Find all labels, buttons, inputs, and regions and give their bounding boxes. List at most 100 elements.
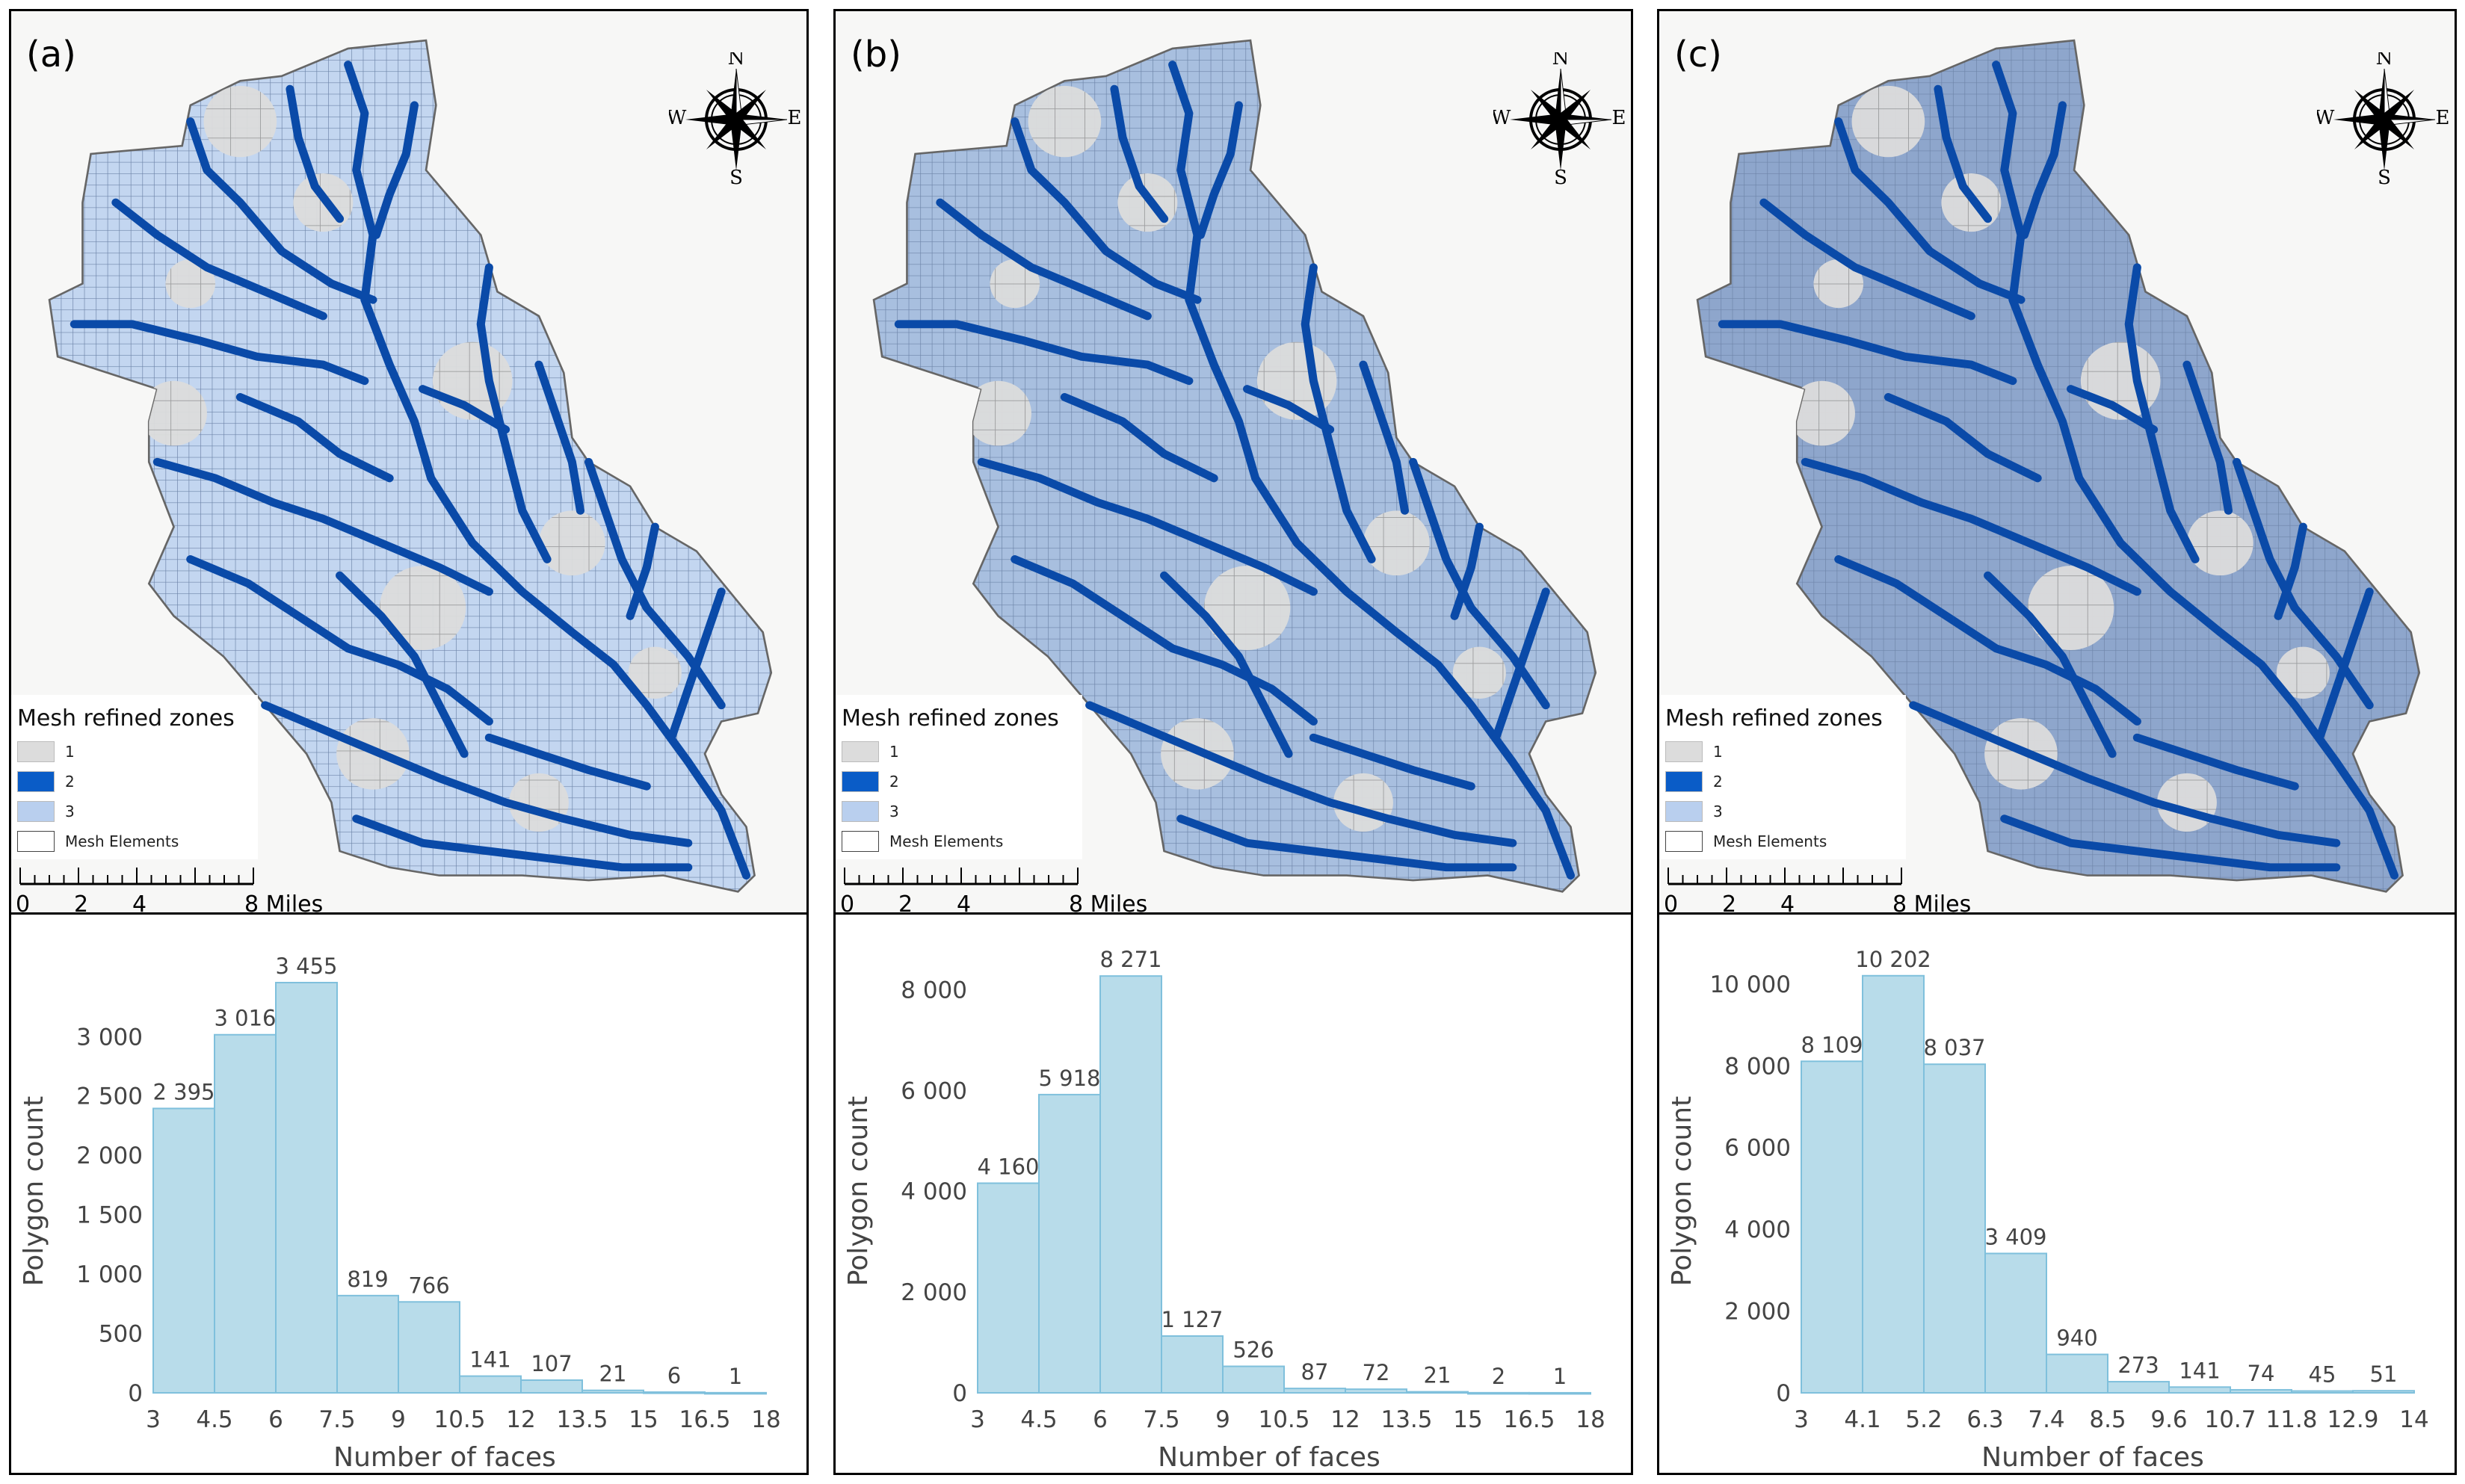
river-channel bbox=[186, 555, 493, 726]
y-tick-label: 6 000 bbox=[901, 1078, 967, 1104]
histogram-bar bbox=[1467, 1391, 1530, 1395]
watershed-map bbox=[1696, 39, 2421, 893]
river-channel bbox=[1196, 101, 1244, 239]
x-axis-title: Number of faces bbox=[1158, 1442, 1380, 1473]
bar-value-label: 141 bbox=[2179, 1358, 2220, 1383]
legend-swatch bbox=[17, 771, 55, 792]
scale-end-label: 8 Miles bbox=[1892, 891, 1972, 915]
x-tick-label: 6 bbox=[1093, 1406, 1108, 1433]
scale-tick-label: 4 bbox=[132, 891, 147, 915]
coarse-mesh-zone bbox=[379, 566, 466, 650]
x-tick-label: 12 bbox=[506, 1406, 535, 1433]
scale-bar-svg bbox=[844, 868, 1079, 885]
bar-value-label: 51 bbox=[2370, 1361, 2398, 1387]
bar-value-label: 526 bbox=[1232, 1338, 1274, 1363]
watershed-mesh bbox=[872, 39, 1597, 893]
river-channel bbox=[977, 457, 1318, 596]
scale-tick-label: 2 bbox=[1722, 891, 1737, 915]
histogram-bar bbox=[1038, 1093, 1101, 1394]
legend-swatch bbox=[842, 801, 879, 822]
histogram-bar bbox=[2168, 1386, 2231, 1394]
compass-rose-svg: N S E W bbox=[669, 52, 801, 187]
river-channel bbox=[1011, 555, 1318, 726]
river-channel bbox=[70, 320, 369, 386]
legend-title: Mesh refined zones bbox=[17, 705, 235, 732]
compass-s-label: S bbox=[1554, 167, 1567, 187]
river-channel bbox=[2067, 385, 2159, 434]
river-channel bbox=[261, 701, 693, 847]
river-channel bbox=[484, 733, 651, 791]
legend-label: 3 bbox=[889, 803, 899, 820]
compass-s-label: S bbox=[729, 167, 743, 187]
coarse-mesh-zone bbox=[2186, 510, 2253, 576]
river-channel bbox=[152, 457, 493, 596]
river-channel bbox=[2000, 814, 2341, 872]
x-axis-title: Number of faces bbox=[333, 1442, 556, 1473]
bar-value-label: 3 016 bbox=[214, 1006, 276, 1031]
y-axis-title: Polygon count bbox=[19, 1096, 49, 1286]
river-channel bbox=[1110, 84, 1169, 223]
bar-value-label: 141 bbox=[469, 1347, 510, 1373]
histogram-bar bbox=[1801, 1060, 1863, 1394]
coarse-mesh-zone bbox=[1363, 510, 1430, 576]
scale-tick-label: 0 bbox=[840, 891, 855, 915]
compass-s-label: S bbox=[2378, 167, 2391, 187]
y-tick-label: 0 bbox=[1776, 1380, 1791, 1407]
x-tick-label: 7.5 bbox=[1143, 1406, 1179, 1433]
scale-tick-label: 0 bbox=[16, 891, 31, 915]
river-channel bbox=[1934, 84, 1993, 223]
river-channel bbox=[344, 61, 751, 880]
y-tick-label: 500 bbox=[99, 1321, 143, 1348]
x-tick-label: 12 bbox=[1330, 1406, 1360, 1433]
legend-swatch bbox=[1665, 771, 1703, 792]
y-tick-label: 0 bbox=[952, 1380, 967, 1407]
histogram-chart: 0 500 1 000 1 500 2 000 2 500 3 000 2 395 3 016 3… bbox=[11, 915, 806, 1473]
legend-swatch bbox=[1665, 831, 1703, 852]
y-tick-label: 8 000 bbox=[901, 977, 967, 1004]
histogram-bar bbox=[398, 1301, 460, 1394]
x-tick-label: 15 bbox=[1453, 1406, 1482, 1433]
river-channel bbox=[534, 360, 585, 515]
river-channel bbox=[111, 198, 327, 321]
scale-tick-label: 0 bbox=[1664, 891, 1679, 915]
river-channel bbox=[1011, 117, 1202, 304]
bar-value-label: 819 bbox=[347, 1267, 388, 1292]
river-channel bbox=[1243, 385, 1335, 434]
histogram-bar bbox=[2291, 1390, 2354, 1394]
coarse-mesh-zone bbox=[1789, 380, 1855, 446]
legend-label: 3 bbox=[65, 803, 75, 820]
watershed-layer bbox=[872, 39, 1597, 893]
legend: Mesh refined zones 1 2 3 Mesh Elements bbox=[11, 695, 258, 859]
histogram-bar bbox=[2352, 1390, 2415, 1394]
panel-c: (c) N S E W Mesh refined zones 1 2 3 Mesh Eleme… bbox=[1657, 9, 2457, 1475]
coarse-mesh-zone bbox=[965, 380, 1031, 446]
x-tick-label: 4.5 bbox=[1020, 1406, 1057, 1433]
river-channel bbox=[1492, 587, 1550, 742]
bar-value-label: 8 109 bbox=[1801, 1032, 1863, 1057]
y-tick-label: 6 000 bbox=[1724, 1135, 1791, 1162]
x-tick-label: 7.4 bbox=[2028, 1406, 2064, 1433]
x-tick-label: 9 bbox=[391, 1406, 406, 1433]
legend-label: 1 bbox=[1713, 743, 1723, 761]
river-channel bbox=[2274, 522, 2307, 620]
legend-swatch bbox=[842, 741, 879, 762]
legend-label: 3 bbox=[1713, 803, 1723, 820]
river-channel bbox=[1759, 198, 1975, 321]
histogram-bar bbox=[214, 1033, 277, 1394]
bar-value-label: 273 bbox=[2117, 1352, 2159, 1378]
coarse-mesh-zone bbox=[2276, 646, 2330, 699]
scale-end-label: 8 Miles bbox=[244, 891, 324, 915]
x-tick-label: 3 bbox=[1794, 1406, 1809, 1433]
river-channel bbox=[186, 117, 377, 304]
river-channel bbox=[1834, 117, 2026, 304]
x-tick-label: 9 bbox=[1215, 1406, 1230, 1433]
histogram-bar bbox=[2230, 1388, 2292, 1394]
histogram-chart: 0 2 000 4 000 6 000 8 000 4 160 5 918 8 271 1 12… bbox=[836, 915, 1631, 1473]
river-network bbox=[70, 61, 751, 880]
bar-value-label: 3 455 bbox=[275, 953, 337, 979]
compass-n-label: N bbox=[728, 52, 745, 69]
bar-value-label: 1 bbox=[1553, 1364, 1567, 1389]
histogram-bar bbox=[1528, 1391, 1591, 1395]
coarse-mesh-zone bbox=[1813, 259, 1864, 309]
bar-value-label: 21 bbox=[1424, 1363, 1451, 1388]
